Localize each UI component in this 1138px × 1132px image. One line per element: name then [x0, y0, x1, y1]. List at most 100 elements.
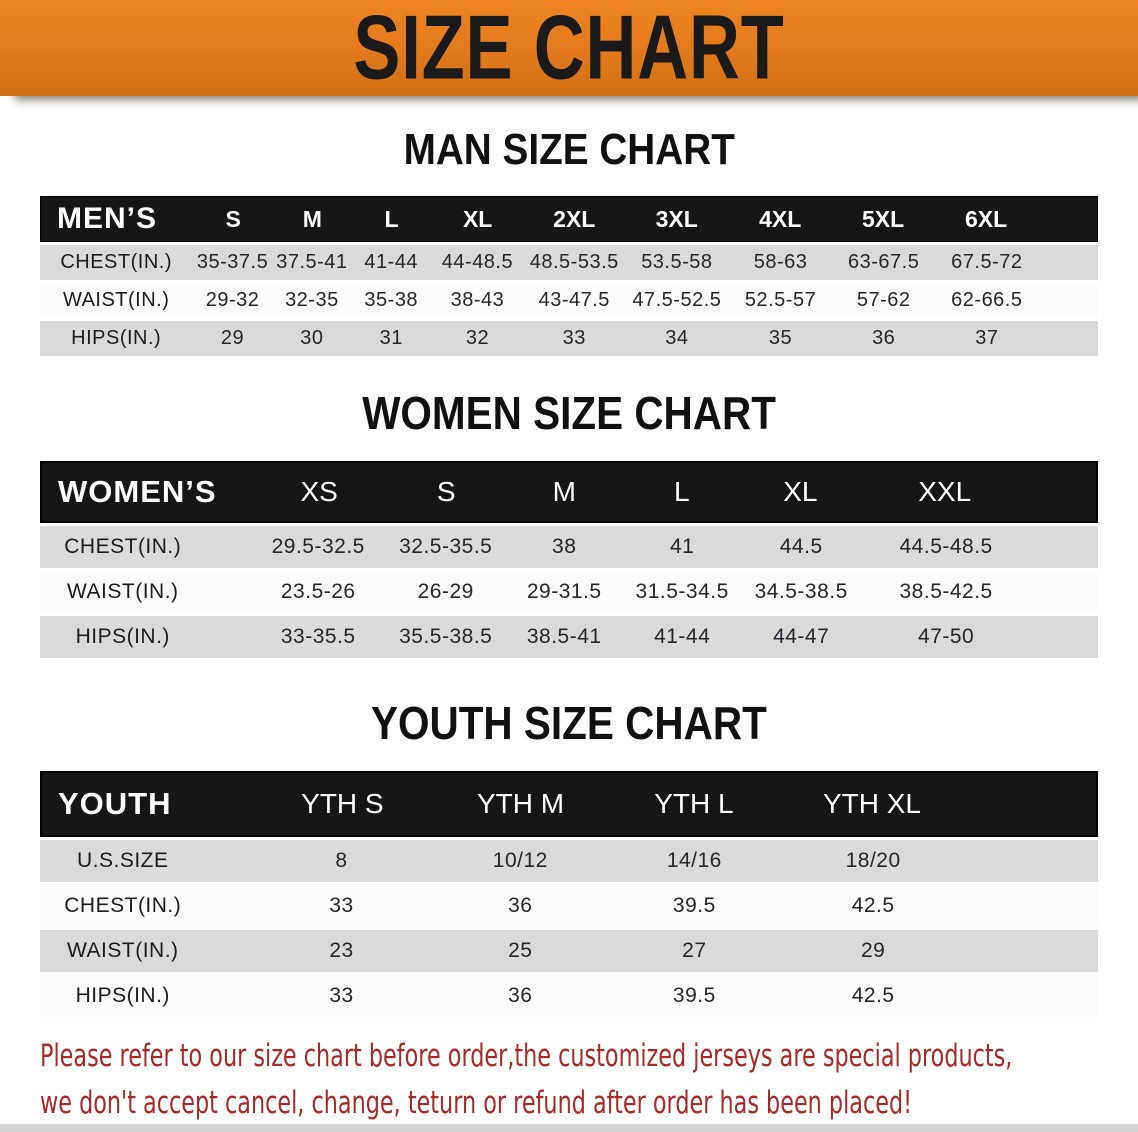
size-col-header: YTH S [301, 787, 384, 819]
size-value: 47.5-52.5 [632, 289, 722, 312]
size-value: 36 [508, 893, 533, 917]
women-table-title: WOMEN’S [58, 473, 217, 509]
women-section-heading: WOMEN SIZE CHART [40, 388, 1098, 439]
size-value: 35 [768, 327, 793, 350]
size-value: 36 [508, 983, 533, 1007]
size-value: 39.5 [672, 893, 716, 917]
size-value: 32.5-35.5 [399, 534, 493, 558]
size-value: 29-31.5 [526, 579, 602, 603]
content: MAN SIZE CHART MEN’S S M L XL 2XL 3XL 4X… [0, 125, 1138, 1127]
youth-section-heading: YOUTH SIZE CHART [40, 698, 1098, 749]
size-value: 67.5-72 [951, 251, 1023, 274]
footer-note: Please refer to our size chart before or… [40, 1033, 1098, 1127]
size-col-header: 4XL [759, 205, 802, 232]
size-value: 35-38 [364, 289, 419, 312]
size-col-header: M [552, 475, 576, 507]
size-col-header: L [384, 205, 399, 232]
size-col-header: 5XL [862, 205, 905, 232]
youth-ussize-row: U.S.SIZE 8 10/12 14/16 18/20 [40, 839, 1098, 882]
footer-note-line-1: Please refer to our size chart before or… [40, 1037, 1013, 1074]
size-value: 52.5-57 [744, 289, 817, 312]
size-col-header: 3XL [655, 205, 698, 232]
size-value: 38-43 [450, 289, 505, 312]
men-section-heading-text: MAN SIZE CHART [403, 125, 735, 174]
size-value: 33 [329, 893, 354, 917]
size-value: 31 [379, 327, 403, 350]
size-value: 57-62 [856, 289, 911, 312]
youth-waist-row: WAIST(IN.) 23 25 27 29 [40, 929, 1098, 972]
size-col-header: XL [783, 475, 818, 507]
size-col-header: 6XL [964, 205, 1008, 232]
size-value: 39.5 [672, 983, 716, 1007]
size-value: 8 [335, 848, 348, 872]
size-value: 34.5-38.5 [754, 579, 848, 603]
bottom-strip [0, 1124, 1138, 1132]
size-value: 23 [329, 938, 354, 962]
men-hips-row: HIPS(IN.) 29 30 31 32 33 34 35 36 37 [40, 321, 1098, 357]
size-col-header: YTH XL [822, 787, 921, 819]
row-label: WAIST(IN.) [66, 938, 179, 962]
men-waist-row: WAIST(IN.) 29-32 32-35 35-38 38-43 43-47… [40, 283, 1098, 319]
size-value: 33 [562, 327, 586, 350]
size-value: 44.5-48.5 [899, 534, 993, 558]
size-value: 10/12 [492, 848, 548, 872]
size-value: 44.5 [779, 534, 823, 558]
men-size-table: MEN’S S M L XL 2XL 3XL 4XL 5XL 6XL CHEST… [40, 196, 1098, 357]
size-value: 33-35.5 [280, 624, 356, 648]
youth-chest-row: CHEST(IN.) 33 36 39.5 42.5 [40, 884, 1098, 927]
size-value: 29.5-32.5 [271, 534, 365, 558]
size-value: 44-48.5 [441, 251, 514, 274]
size-value: 37 [975, 327, 999, 350]
size-value: 29 [860, 938, 886, 962]
size-col-header: XL [462, 205, 493, 232]
youth-table-title: YOUTH [58, 785, 172, 821]
size-value: 29 [220, 327, 245, 350]
size-value: 42.5 [851, 893, 895, 917]
size-value: 41-44 [654, 624, 711, 648]
size-value: 62-66.5 [951, 289, 1023, 312]
banner-title: SIZE CHART [353, 0, 785, 99]
row-label: HIPS(IN.) [75, 983, 170, 1007]
size-value: 47-50 [918, 624, 975, 648]
row-label: CHEST(IN.) [64, 534, 182, 558]
women-section-heading-text: WOMEN SIZE CHART [362, 387, 776, 440]
size-col-header: 2XL [553, 205, 596, 232]
row-label: HIPS(IN.) [75, 624, 170, 648]
size-value: 27 [682, 938, 707, 962]
size-value: 58-63 [753, 251, 808, 274]
size-value: 38.5-42.5 [899, 579, 993, 603]
size-col-header: L [673, 475, 690, 507]
size-value: 38 [552, 534, 577, 558]
size-value: 25 [508, 938, 533, 962]
men-section-heading: MAN SIZE CHART [40, 125, 1098, 174]
youth-size-table: YOUTH YTH S YTH M YTH L YTH XL U.S.SIZE … [40, 770, 1098, 1017]
row-label: CHEST(IN.) [64, 893, 182, 917]
women-chest-row: CHEST(IN.) 29.5-32.5 32.5-35.5 38 41 44.… [40, 525, 1098, 568]
size-value: 33 [329, 983, 354, 1007]
row-label: U.S.SIZE [77, 848, 169, 872]
size-value: 43-47.5 [538, 289, 610, 312]
youth-section-heading-text: YOUTH SIZE CHART [371, 696, 767, 749]
banner: SIZE CHART [0, 0, 1138, 96]
row-label: HIPS(IN.) [71, 327, 162, 350]
women-hips-row: HIPS(IN.) 33-35.5 35.5-38.5 38.5-41 41-4… [40, 615, 1098, 658]
size-value: 34 [665, 327, 689, 350]
size-value: 14/16 [666, 848, 722, 872]
size-value: 41-44 [364, 251, 419, 274]
size-value: 23.5-26 [280, 579, 356, 603]
youth-table-header-row: YOUTH YTH S YTH M YTH L YTH XL [40, 770, 1098, 837]
size-value: 53.5-58 [641, 251, 713, 274]
size-value: 26-29 [417, 579, 474, 603]
size-value: 42.5 [851, 983, 895, 1007]
size-value: 44-47 [773, 624, 830, 648]
size-value: 30 [300, 327, 324, 350]
size-col-header: YTH L [654, 787, 734, 819]
size-col-header: S [436, 475, 456, 507]
size-value: 29-32 [205, 289, 260, 312]
row-label: CHEST(IN.) [60, 251, 172, 274]
size-value: 38.5-41 [526, 624, 602, 648]
youth-hips-row: HIPS(IN.) 33 36 39.5 42.5 [40, 974, 1098, 1017]
size-value: 31.5-34.5 [635, 579, 729, 603]
size-value: 63-67.5 [848, 251, 920, 274]
size-value: 18/20 [845, 848, 901, 872]
